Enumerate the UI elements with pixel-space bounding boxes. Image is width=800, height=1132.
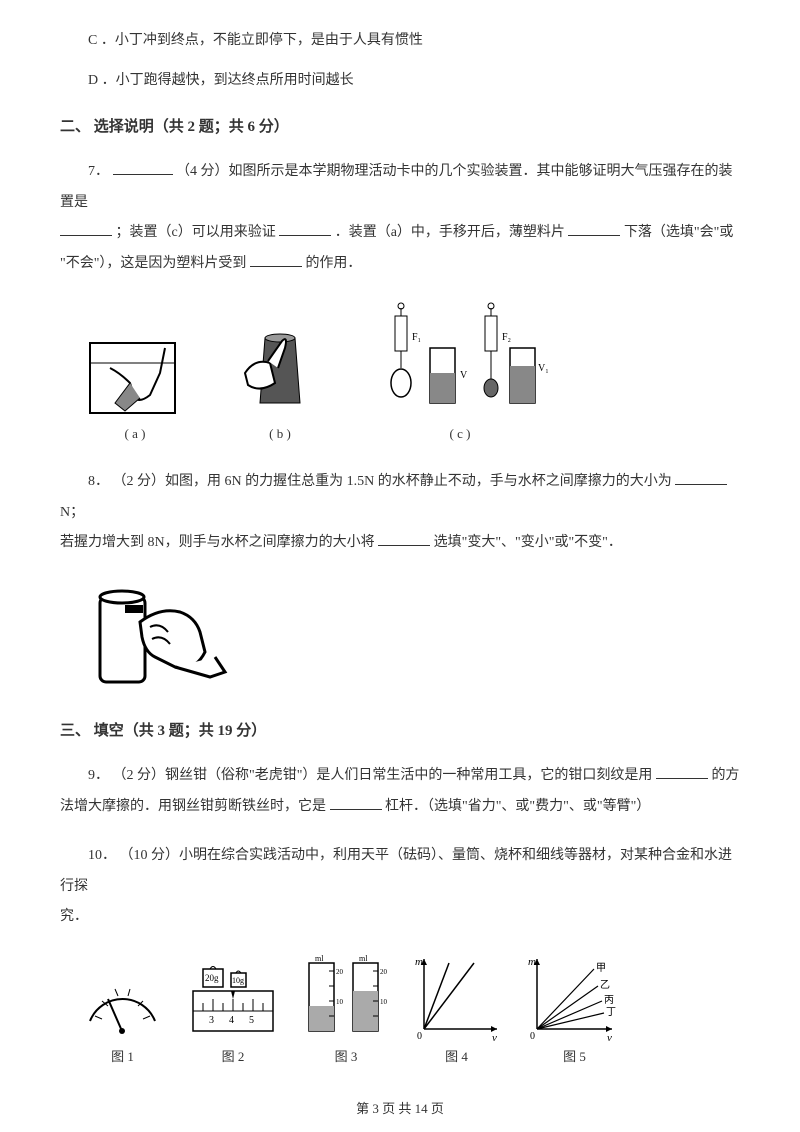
svg-text:4: 4 [229, 1015, 234, 1026]
figure-5-label: 图 5 [563, 1047, 586, 1068]
svg-text:20: 20 [380, 968, 388, 976]
q10-t2: 究． [60, 909, 88, 924]
q7-t5: "不会"），这是因为塑料片受到 [60, 256, 246, 271]
q9-t1: （2 分）钢丝钳（俗称"老虎钳"）是人们日常生活中的一种常用工具，它的钳口刻纹是… [113, 768, 653, 783]
figure-4: m v 0 图 4 [409, 951, 504, 1068]
svg-text:m: m [415, 956, 423, 968]
q9-t2: 的方 [711, 768, 739, 783]
option-c-text: C ．小丁冲到终点，不能立即停下，是由于人具有惯性 [88, 33, 423, 48]
question-9: 9． （2 分）钢丝钳（俗称"老虎钳"）是人们日常生活中的一种常用工具，它的钳口… [60, 761, 740, 823]
figure-b-svg [230, 313, 330, 418]
q9-blank2[interactable] [330, 796, 382, 810]
v1-label: V₁ [538, 363, 549, 374]
svg-text:丁: 丁 [606, 1007, 616, 1018]
svg-text:v: v [492, 1032, 497, 1041]
q7-t6: 的作用． [305, 256, 361, 271]
q9-t4: 杠杆．（选填"省力"、或"费力"、或"等臂"） [385, 799, 650, 814]
q7-t3: ．装置（a）中，手移开后，薄塑料片 [335, 225, 565, 240]
svg-text:甲: 甲 [596, 963, 606, 974]
svg-text:0: 0 [417, 1031, 422, 1041]
figure-1-label: 图 1 [111, 1047, 134, 1068]
q10-prefix: 10． [88, 848, 116, 863]
q8-blank1[interactable] [675, 471, 727, 485]
figure-3: ml 20 10 ml 20 10 图 3 [301, 951, 391, 1068]
svg-text:v: v [607, 1032, 612, 1041]
svg-text:0: 0 [530, 1031, 535, 1041]
q8-t1: （2 分）如图，用 6N 的力握住总重为 1.5N 的水杯静止不动，手与水杯之间… [113, 474, 672, 489]
v-label: V [460, 370, 468, 381]
figure-5-svg: m v 0 甲 乙 丙 丁 [522, 951, 627, 1041]
svg-text:丙: 丙 [604, 995, 614, 1006]
q8-prefix: 8． [88, 474, 109, 489]
figure-1: 图 1 [80, 961, 165, 1068]
question-7: 7． （4 分）如图所示是本学期物理活动卡中的几个实验装置．其中能够证明大气压强… [60, 157, 740, 280]
svg-text:20g: 20g [205, 973, 219, 983]
svg-text:10: 10 [380, 998, 388, 1006]
svg-text:3: 3 [209, 1015, 214, 1026]
q7-blank2[interactable] [279, 222, 331, 236]
q8-figure-svg [80, 577, 230, 697]
figure-c-label: ( c ) [450, 424, 471, 445]
q7-t2: ；装置（c）可以用来验证 [116, 225, 276, 240]
q7-blank3[interactable] [568, 222, 620, 236]
figure-b: ( b ) [230, 313, 330, 445]
q7-blank4[interactable] [250, 253, 302, 267]
q7-blank1[interactable] [60, 222, 112, 236]
q7-prefix: 7． [88, 164, 109, 179]
figure-2: 3 4 5 20g 10g 图 2 [183, 961, 283, 1068]
f1-label: F₁ [412, 332, 421, 343]
q9-blank1[interactable] [656, 765, 708, 779]
q7-blank0[interactable] [113, 161, 173, 175]
figure-5: m v 0 甲 乙 丙 丁 图 5 [522, 951, 627, 1068]
figure-3-label: 图 3 [335, 1047, 358, 1068]
q7-figures: ( a ) ( b ) F₁ V F₂ [80, 298, 740, 445]
figure-2-svg: 3 4 5 20g 10g [183, 961, 283, 1041]
q8-t3: 若握力增大到 8N，则手与水杯之间摩擦力的大小将 [60, 535, 375, 550]
page-footer: 第 3 页 共 14 页 [0, 1099, 800, 1120]
q8-t4: 选填"变大"、"变小"或"不变"． [434, 535, 622, 550]
svg-text:10: 10 [336, 998, 344, 1006]
q10-t1: （10 分）小明在综合实践活动中，利用天平（砝码）、量筒、烧杯和细线等器材，对某… [60, 848, 732, 894]
figure-3-svg: ml 20 10 ml 20 10 [301, 951, 391, 1041]
figure-4-label: 图 4 [445, 1047, 468, 1068]
question-10: 10． （10 分）小明在综合实践活动中，利用天平（砝码）、量筒、烧杯和细线等器… [60, 841, 740, 933]
figure-c: F₁ V F₂ V₁ ( c ) [370, 298, 550, 445]
option-d: D ．小丁跑得越快，到达终点所用时间越长 [60, 70, 740, 92]
figure-a-label: ( a ) [125, 424, 146, 445]
svg-text:ml: ml [359, 954, 368, 963]
q8-figure [80, 577, 740, 697]
figure-b-label: ( b ) [269, 424, 291, 445]
option-c: C ．小丁冲到终点，不能立即停下，是由于人具有惯性 [60, 30, 740, 52]
option-d-text: D ．小丁跑得越快，到达终点所用时间越长 [88, 73, 354, 88]
question-8: 8． （2 分）如图，用 6N 的力握住总重为 1.5N 的水杯静止不动，手与水… [60, 467, 740, 559]
svg-text:乙: 乙 [600, 979, 610, 991]
figure-2-label: 图 2 [222, 1047, 245, 1068]
figure-4-svg: m v 0 [409, 951, 504, 1041]
svg-text:5: 5 [249, 1015, 254, 1026]
q9-prefix: 9． [88, 768, 109, 783]
q9-t3: 法增大摩擦的．用钢丝钳剪断铁丝时，它是 [60, 799, 326, 814]
q8-blank2[interactable] [378, 532, 430, 546]
figure-c-svg: F₁ V F₂ V₁ [370, 298, 550, 418]
figure-a-svg [80, 323, 190, 418]
svg-text:10g: 10g [232, 976, 244, 985]
svg-text:ml: ml [315, 954, 324, 963]
q10-figures: 图 1 3 4 5 20g 10g 图 2 ml 20 10 [80, 951, 740, 1068]
q8-t2: N； [60, 505, 84, 520]
svg-text:m: m [528, 956, 536, 968]
f2-label: F₂ [502, 332, 511, 343]
section-2-title: 二、 选择说明（共 2 题；共 6 分） [60, 115, 740, 139]
q7-t4: 下落（选填"会"或 [624, 225, 733, 240]
figure-1-svg [80, 961, 165, 1041]
svg-text:20: 20 [336, 968, 344, 976]
section-3-title: 三、 填空（共 3 题；共 19 分） [60, 719, 740, 743]
figure-a: ( a ) [80, 323, 190, 445]
